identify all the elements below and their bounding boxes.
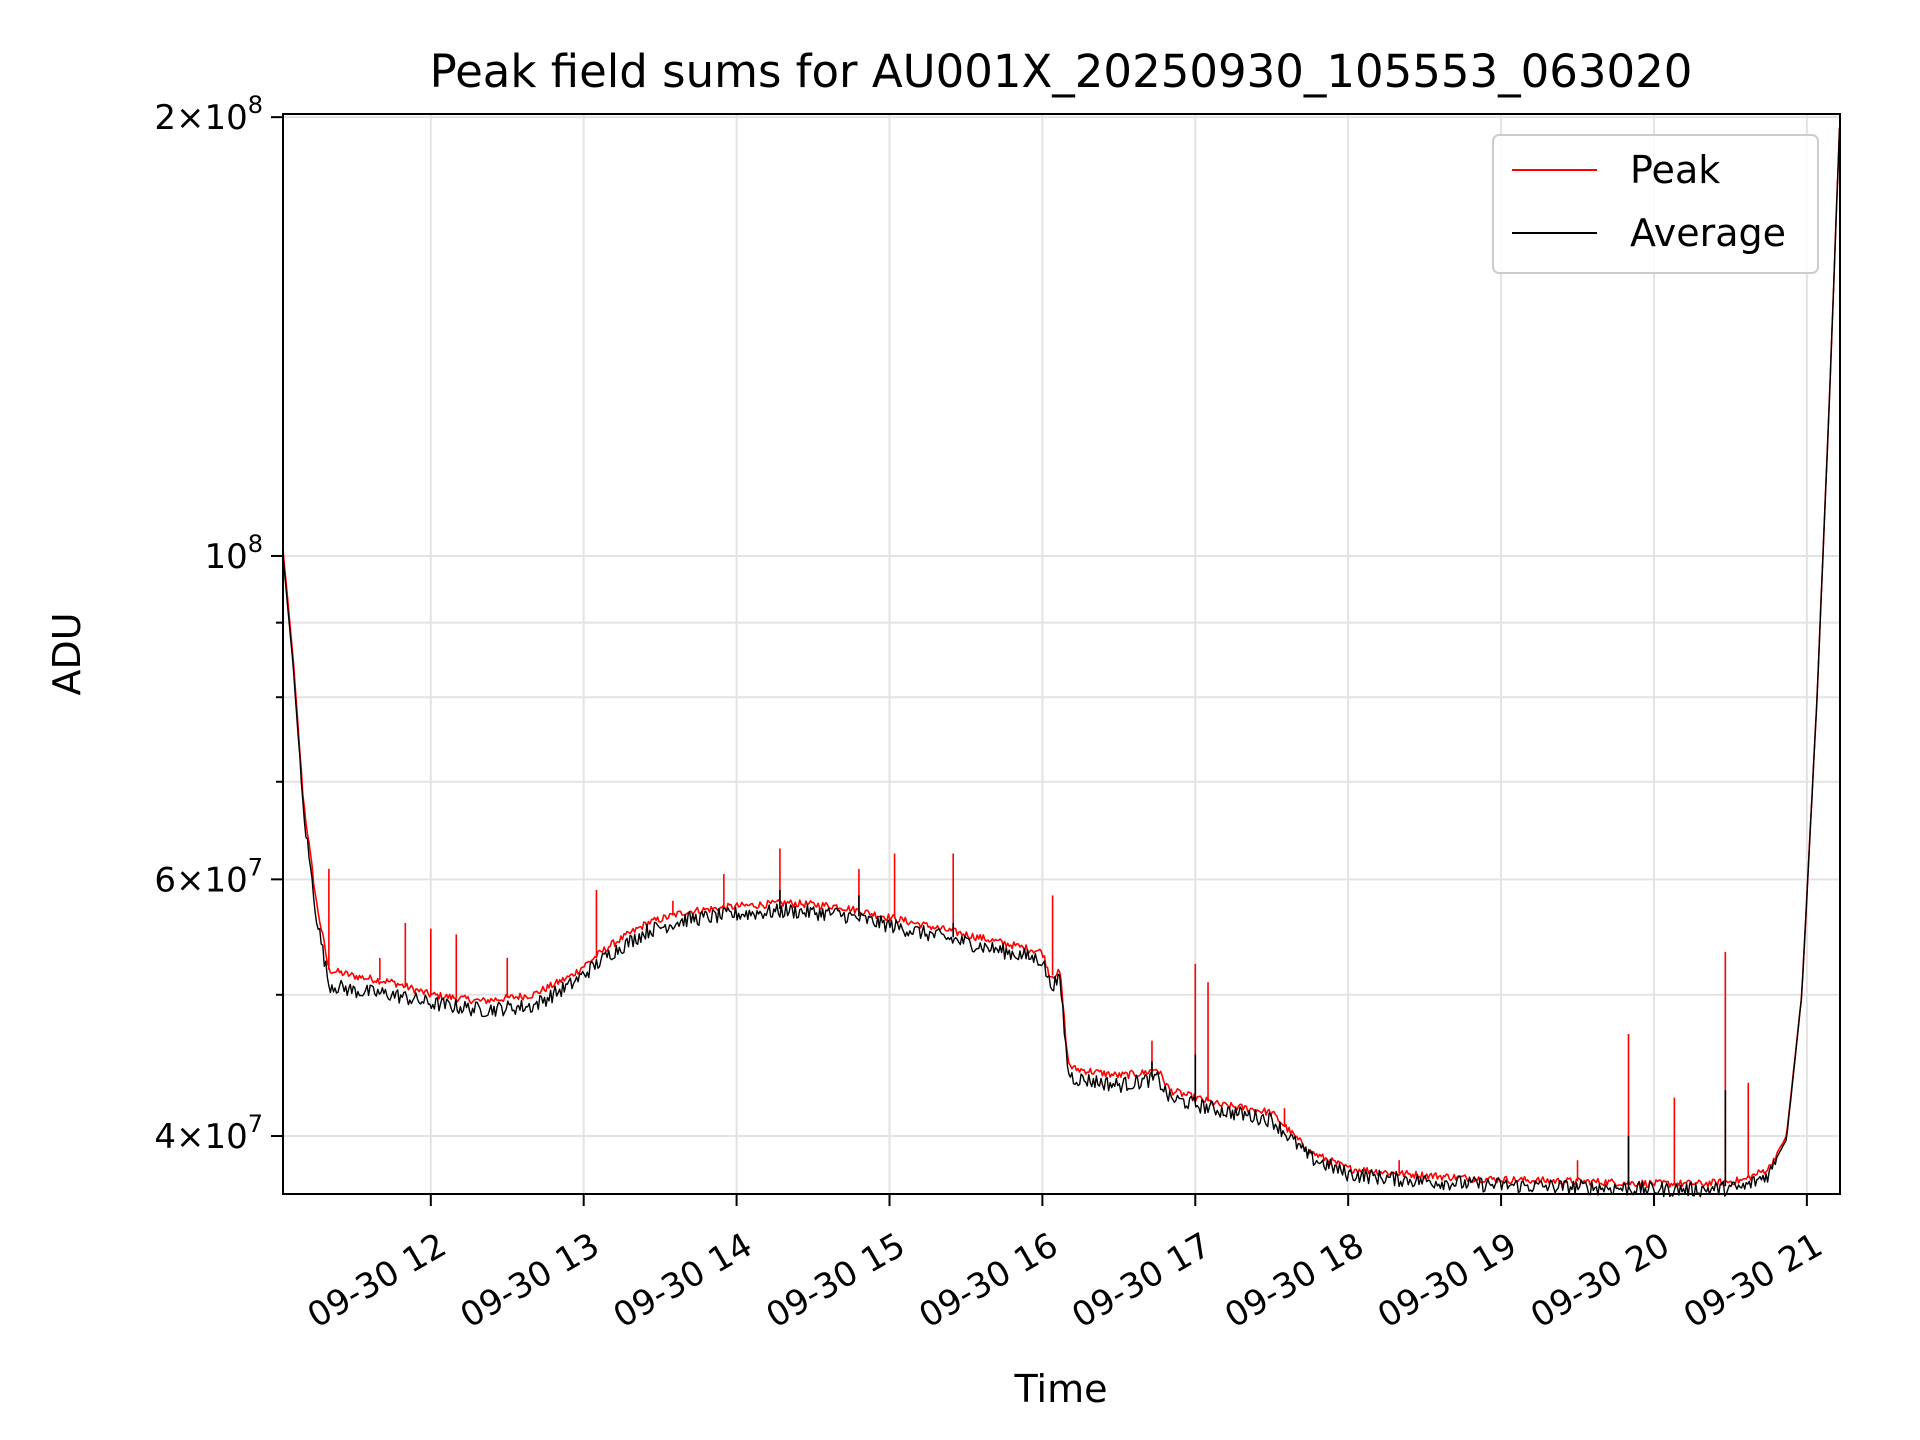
series-line-peak (282, 128, 1841, 1188)
legend-label-peak: Peak (1630, 148, 1720, 192)
y-tick-label: 6×107 (154, 853, 263, 900)
legend-label-average: Average (1630, 211, 1786, 255)
y-tick-label: 108 (204, 530, 263, 577)
series-line-average (282, 127, 1841, 1198)
x-axis-label: Time (1014, 1367, 1108, 1411)
y-axis-label: ADU (45, 612, 89, 695)
plot-area (282, 127, 1841, 1198)
y-tick-label: 4×107 (154, 1110, 263, 1157)
axes-frame (282, 113, 1841, 1195)
chart-title: Peak field sums for AU001X_20250930_1055… (430, 45, 1693, 98)
legend: Peak Average (1492, 134, 1819, 274)
y-tick-label: 2×108 (154, 91, 263, 138)
